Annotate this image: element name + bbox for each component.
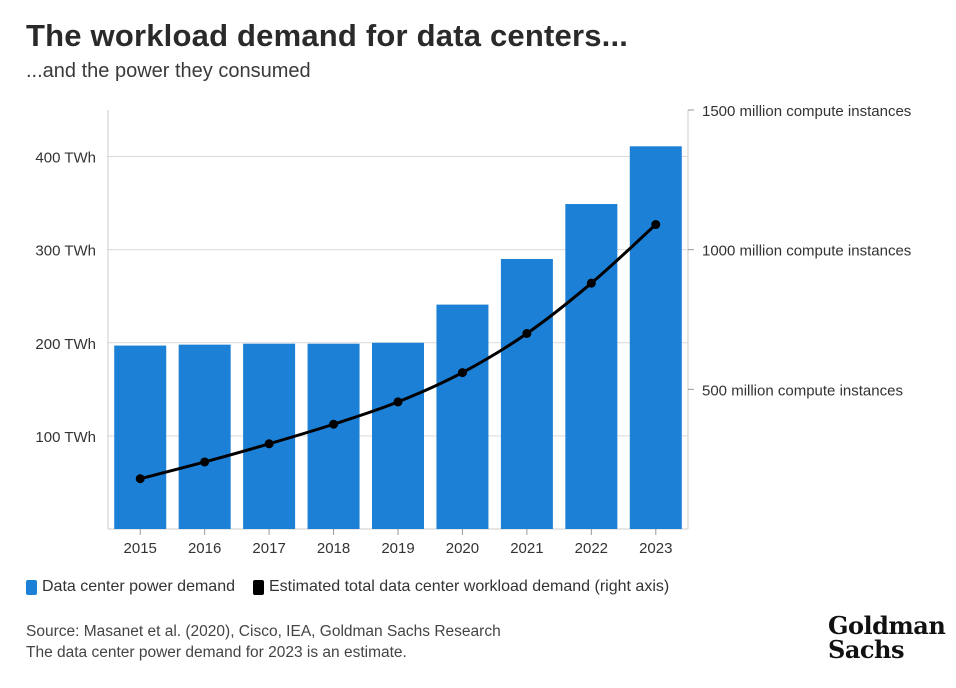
- bar-2022: [565, 204, 618, 529]
- estimate-note: The data center power demand for 2023 is…: [26, 644, 407, 661]
- bar-2023: [629, 146, 682, 529]
- legend-swatch-power: [26, 579, 37, 595]
- legend-label-workload: Estimated total data center workload dem…: [269, 578, 670, 595]
- chart-subtitle: ...and the power they consumed: [26, 60, 311, 82]
- workload-point-2022: [586, 278, 596, 288]
- y-left-tick-label: 400 TWh: [35, 150, 96, 167]
- x-tick-label-2020: 2020: [446, 540, 479, 557]
- x-tick-label-2017: 2017: [252, 540, 285, 557]
- workload-point-2020: [457, 368, 467, 378]
- source-text: Source: Masanet et al. (2020), Cisco, IE…: [26, 623, 501, 640]
- y-right-tick-label: 1500 million compute instances: [702, 103, 911, 120]
- bar-2015: [114, 345, 167, 529]
- workload-point-2015: [135, 474, 145, 484]
- workload-point-2019: [393, 397, 403, 407]
- bar-2019: [372, 342, 424, 529]
- source-note: Source: Masanet et al. (2020), Cisco, IE…: [26, 621, 501, 663]
- x-tick-label-2022: 2022: [575, 540, 608, 557]
- y-right-tick-label: 500 million compute instances: [702, 382, 903, 399]
- legend-swatch-workload: [253, 579, 264, 595]
- bar-2018: [307, 343, 360, 529]
- y-right-tick-label: 1000 million compute instances: [702, 243, 911, 260]
- workload-point-2021: [522, 328, 532, 338]
- bar-2017: [243, 343, 296, 529]
- x-tick-label-2016: 2016: [188, 540, 221, 557]
- workload-point-2016: [200, 457, 210, 467]
- bar-2021: [500, 258, 553, 529]
- x-tick-label-2015: 2015: [124, 540, 157, 557]
- workload-point-2017: [264, 439, 274, 449]
- y-left-tick-label: 100 TWh: [35, 429, 96, 446]
- x-tick-label-2019: 2019: [381, 540, 414, 557]
- legend-label-power: Data center power demand: [42, 578, 235, 595]
- x-tick-label-2023: 2023: [639, 540, 672, 557]
- bar-2020: [436, 304, 489, 529]
- bar-2016: [178, 344, 231, 529]
- y-left-tick-label: 300 TWh: [35, 243, 96, 260]
- x-tick-label-2018: 2018: [317, 540, 350, 557]
- legend-item-workload: Estimated total data center workload dem…: [253, 578, 669, 596]
- goldman-sachs-logo: Goldman Sachs: [828, 611, 946, 664]
- workload-point-2018: [329, 419, 339, 429]
- workload-point-2023: [651, 220, 661, 230]
- chart-title: The workload demand for data centers...: [26, 18, 629, 53]
- x-tick-label-2021: 2021: [510, 540, 543, 557]
- chart-legend: Data center power demand Estimated total…: [26, 578, 687, 596]
- legend-item-power: Data center power demand: [26, 578, 235, 596]
- y-left-tick-label: 200 TWh: [35, 336, 96, 353]
